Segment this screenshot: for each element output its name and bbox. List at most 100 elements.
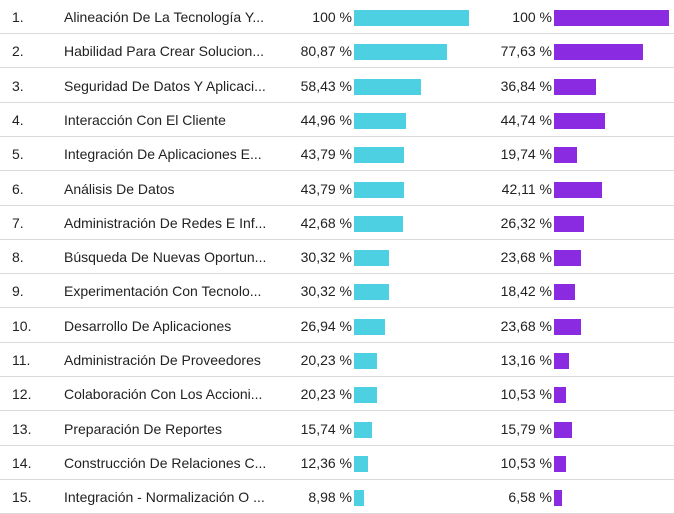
row-rank: 15. [12,489,32,505]
bar-series-1 [354,422,372,438]
value-label-series-2: 18,42 % [500,283,552,299]
row-rank: 13. [12,421,32,437]
value-label-series-1: 43,79 % [300,146,352,162]
table-row: 8. Búsqueda De Nuevas Oportun... 30,32 % 23… [0,240,674,274]
bar-series-2 [554,422,572,438]
value-label-series-2: 26,32 % [500,215,552,231]
bar-series-1 [354,250,389,266]
bar-series-2 [554,353,569,369]
row-rank: 10. [12,318,32,334]
value-label-series-1: 8,98 % [308,489,352,505]
value-label-series-1: 30,32 % [300,249,352,265]
bar-series-1 [354,113,406,129]
row-rank: 11. [12,352,31,368]
row-rank: 14. [12,455,32,471]
table-row: 14. Construcción De Relaciones C... 12,36 … [0,446,674,480]
row-rank: 2. [12,43,24,59]
bar-series-2 [554,44,643,60]
value-label-series-1: 12,36 % [300,455,352,471]
row-rank: 5. [12,146,24,162]
value-label-series-2: 6,58 % [508,489,552,505]
table-row: 5. Integración De Aplicaciones E... 43,79 … [0,137,674,171]
bar-series-2 [554,490,562,506]
bar-series-2 [554,113,605,129]
bar-series-2 [554,387,566,403]
value-label-series-2: 42,11 % [501,181,552,197]
value-label-series-2: 10,53 % [500,455,552,471]
row-rank: 9. [12,283,24,299]
value-label-series-1: 58,43 % [300,78,352,94]
category-label: Búsqueda De Nuevas Oportun... [64,249,267,265]
table-row: 2. Habilidad Para Crear Solucion... 80,87 … [0,34,674,68]
bar-series-1 [354,147,404,163]
table-row: 11. Administración De Proveedores 20,23 % 1… [0,343,674,377]
row-rank: 7. [12,215,24,231]
table-row: 4. Interacción Con El Cliente 44,96 % 44,74… [0,103,674,137]
value-label-series-2: 13,16 % [500,352,552,368]
value-label-series-1: 42,68 % [300,215,352,231]
category-label: Colaboración Con Los Accioni... [64,386,263,402]
value-label-series-1: 80,87 % [300,43,352,59]
bar-series-2 [554,216,584,232]
bar-series-1 [354,490,364,506]
bar-series-1 [354,319,385,335]
category-label: Seguridad De Datos Y Aplicaci... [64,78,266,94]
row-rank: 1. [12,9,24,25]
table-row: 12. Colaboración Con Los Accioni... 20,23 … [0,377,674,411]
bar-series-1 [354,182,404,198]
value-label-series-1: 20,23 % [300,352,352,368]
category-label: Integración - Normalización O ... [64,489,265,505]
bar-series-2 [554,319,581,335]
value-label-series-1: 100 % [312,9,352,25]
value-label-series-2: 23,68 % [500,318,552,334]
value-label-series-2: 36,84 % [500,78,552,94]
bar-series-2 [554,147,577,163]
value-label-series-2: 44,74 % [500,112,552,128]
table-row: 7. Administración De Redes E Inf... 42,68 … [0,206,674,240]
category-label: Administración De Proveedores [64,352,261,368]
bar-series-1 [354,387,377,403]
bar-series-2 [554,79,596,95]
value-label-series-1: 43,79 % [300,181,352,197]
bar-series-1 [354,44,447,60]
category-label: Interacción Con El Cliente [64,112,226,128]
bar-series-1 [354,216,403,232]
category-label: Administración De Redes E Inf... [64,215,267,231]
bar-series-1 [354,79,421,95]
row-rank: 12. [12,386,32,402]
bar-series-1 [354,353,377,369]
value-label-series-2: 23,68 % [500,249,552,265]
category-label: Análisis De Datos [64,181,175,197]
value-label-series-1: 15,74 % [300,421,352,437]
row-rank: 4. [12,112,24,128]
category-label: Habilidad Para Crear Solucion... [64,43,264,59]
category-label: Alineación De La Tecnología Y... [64,9,265,25]
bar-series-2 [554,284,575,300]
category-label: Experimentación Con Tecnolo... [64,283,262,299]
row-rank: 6. [12,181,24,197]
bar-series-1 [354,284,389,300]
value-label-series-1: 44,96 % [300,112,352,128]
category-label: Desarrollo De Aplicaciones [64,318,232,334]
bar-series-2 [554,182,602,198]
row-rank: 3. [12,78,24,94]
table-row: 1. Alineación De La Tecnología Y... 100 % 1… [0,0,674,34]
value-label-series-1: 26,94 % [300,318,352,334]
bar-series-1 [354,10,469,26]
table-row: 15. Integración - Normalización O ... 8,98… [0,480,674,514]
value-label-series-2: 15,79 % [500,421,552,437]
table-row: 9. Experimentación Con Tecnolo... 30,32 % 1… [0,274,674,308]
value-label-series-2: 77,63 % [500,43,552,59]
bar-series-2 [554,250,581,266]
table-row: 10. Desarrollo De Aplicaciones 26,94 % 23,6… [0,309,674,343]
value-label-series-2: 19,74 % [500,146,552,162]
value-label-series-1: 20,23 % [300,386,352,402]
table-row: 13. Preparación De Reportes 15,74 % 15,79 % [0,412,674,446]
category-label: Preparación De Reportes [64,421,222,437]
table-row: 3. Seguridad De Datos Y Aplicaci... 58,43 … [0,69,674,103]
bar-series-2 [554,10,669,26]
value-label-series-2: 100 % [512,9,552,25]
category-label: Construcción De Relaciones C... [64,455,267,471]
value-label-series-2: 10,53 % [500,386,552,402]
